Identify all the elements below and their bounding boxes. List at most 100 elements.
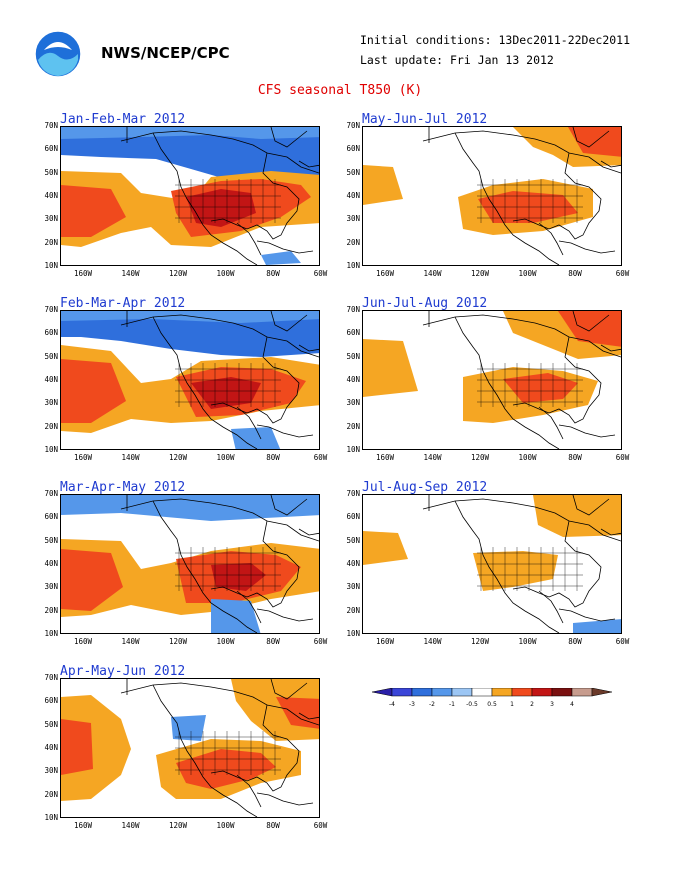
coastline (152, 500, 258, 633)
state-borders (175, 731, 281, 775)
coastline (572, 127, 610, 148)
lat-tick-label: 10N (44, 444, 58, 454)
anomaly-region (186, 189, 256, 227)
lon-tick-label: 140W (121, 269, 140, 278)
colorbar-swatch (431, 687, 453, 697)
coastline (298, 160, 319, 168)
lon-tick-label: 120W (470, 269, 490, 278)
coastline (210, 704, 300, 792)
lon-tick-label: 80W (266, 821, 280, 830)
coastline (512, 520, 602, 608)
coastline (120, 682, 319, 726)
anomaly-map (60, 678, 320, 818)
lon-tick-label: 60W (313, 821, 328, 830)
anomaly-region (473, 551, 558, 591)
panel-title: Jul-Aug-Sep 2012 (362, 480, 488, 495)
panel-mjj: May-Jun-Jul 2012 70N 60N 50N 40N 30N 20N 10N 16… (340, 112, 640, 282)
coastline (298, 712, 319, 720)
lat-tick-label: 10N (346, 260, 360, 270)
anomaly-map (362, 494, 622, 634)
anomaly-region (61, 185, 126, 237)
lat-tick-label: 20N (346, 421, 360, 431)
anomaly-region (211, 563, 266, 591)
lon-tick-label: 80W (568, 453, 582, 462)
lat-tick-label: 20N (346, 237, 360, 247)
coastline (210, 152, 300, 240)
anomaly-region (61, 719, 93, 775)
coastline (256, 424, 314, 438)
lat-tick-label: 50N (44, 719, 58, 729)
anomaly-map (60, 126, 320, 266)
panel-title: Jun-Jul-Aug 2012 (362, 296, 488, 311)
coastline (572, 495, 610, 516)
coastline (558, 240, 616, 254)
anomaly-region (61, 359, 126, 423)
panel-fma: Feb-Mar-Apr 2012 70N 60N 50N 40N 30N 20N 10N 16… (38, 296, 338, 466)
panel-title: Jan-Feb-Mar 2012 (60, 112, 186, 127)
lat-tick-label: 10N (346, 444, 360, 454)
lat-tick-label: 30N (44, 398, 58, 408)
lon-tick-label: 80W (266, 269, 280, 278)
panel-title: May-Jun-Jul 2012 (362, 112, 488, 127)
anomaly-map (362, 126, 622, 266)
anomaly-region (61, 549, 123, 611)
lat-tick-label: 70N (346, 121, 360, 130)
lat-tick-label: 60N (346, 144, 360, 154)
colorbar-swatch (571, 687, 593, 697)
lon-tick-label: 140W (121, 637, 140, 646)
lat-tick-label: 50N (44, 535, 58, 545)
coastline (256, 240, 314, 254)
lon-tick-label: 60W (615, 269, 630, 278)
lon-tick-label: 120W (470, 637, 490, 646)
lat-tick-label: 40N (44, 374, 58, 384)
anomaly-region (573, 619, 621, 633)
lat-tick-label: 10N (346, 628, 360, 638)
coastline (538, 406, 564, 440)
coastline (236, 590, 262, 624)
coastline (256, 608, 314, 622)
lat-tick-label: 40N (346, 558, 360, 568)
panel-mam: Mar-Apr-May 2012 70N 60N 50N 40N 30N 20N 10N 16… (38, 480, 338, 650)
lat-tick-label: 40N (44, 742, 58, 752)
lon-tick-label: 120W (168, 453, 188, 462)
lat-tick-label: 60N (44, 144, 58, 154)
coastline (270, 495, 308, 516)
coastline (512, 336, 602, 424)
lon-tick-label: 100W (216, 269, 235, 278)
lat-tick-label: 50N (44, 167, 58, 177)
lat-tick-label: 30N (44, 766, 58, 776)
coastline (152, 132, 258, 265)
coastline (558, 608, 616, 622)
lon-tick-label: 100W (216, 821, 235, 830)
lon-tick-label: 160W (375, 637, 395, 646)
figure-title: CFS seasonal T850 (K) (257, 83, 423, 98)
coastline (270, 127, 308, 148)
coastline (572, 311, 610, 332)
lat-tick-label: 30N (44, 214, 58, 224)
colorbar-swatch (491, 687, 513, 697)
coastline (120, 314, 319, 358)
panel-title: Mar-Apr-May 2012 (60, 480, 186, 495)
lat-tick-label: 40N (44, 190, 58, 200)
coastline (256, 792, 314, 806)
lat-tick-label: 40N (346, 374, 360, 384)
lon-tick-label: 60W (313, 453, 328, 462)
coastline (210, 520, 300, 608)
lat-tick-label: 30N (44, 582, 58, 592)
lat-tick-label: 70N (44, 121, 58, 130)
colorbar-swatch (451, 687, 473, 697)
colorbar-tick-label: 0.5 (487, 701, 497, 708)
coastline (120, 498, 319, 542)
lon-tick-label: 160W (73, 821, 93, 830)
coastline (454, 316, 560, 449)
lat-tick-label: 60N (346, 512, 360, 522)
panel-title: Apr-May-Jun 2012 (60, 664, 186, 679)
lon-tick-label: 100W (518, 453, 537, 462)
lat-tick-label: 50N (346, 351, 360, 361)
state-borders (175, 179, 281, 223)
last-update-text: Last update: Fri Jan 13 2012 (360, 53, 554, 67)
colorbar-tick-label: 2 (530, 701, 534, 708)
colorbar-tick-label: -2 (429, 701, 435, 708)
anomaly-region (363, 165, 403, 205)
lon-tick-label: 100W (216, 453, 235, 462)
